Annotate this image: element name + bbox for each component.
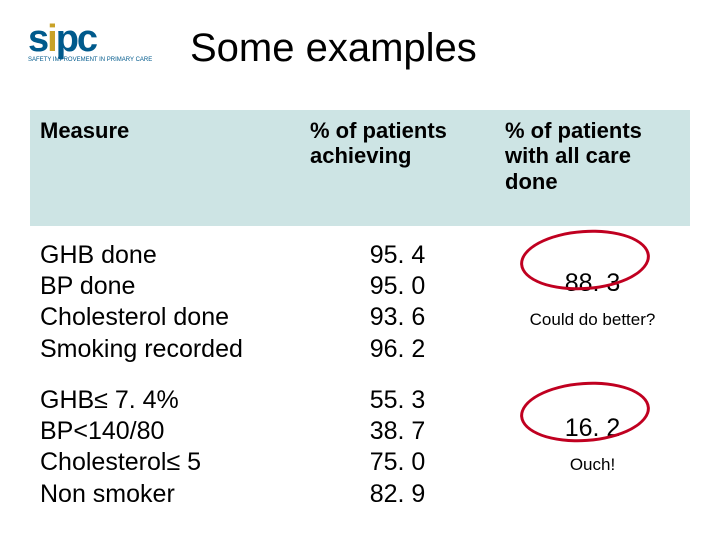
result-caption: Could do better? [505, 309, 680, 330]
header-allcare: % of patients with all care done [495, 110, 690, 226]
measure-label: Cholesterol≤ 5 [40, 447, 290, 478]
values-group1: 95. 4 95. 0 93. 6 96. 2 [300, 226, 495, 371]
result-group1: 88. 3 Could do better? [495, 226, 690, 371]
measure-value: 96. 2 [310, 334, 485, 365]
header-achieving: % of patients achieving [300, 110, 495, 226]
logo-subtitle: SAFETY IMPROVEMENT IN PRIMARY CARE [28, 57, 152, 63]
result-value: 88. 3 [505, 268, 680, 299]
measures-group2: GHB≤ 7. 4% BP<140/80 Cholesterol≤ 5 Non … [30, 371, 300, 516]
table-row: GHB≤ 7. 4% BP<140/80 Cholesterol≤ 5 Non … [30, 371, 690, 516]
measures-group1: GHB done BP done Cholesterol done Smokin… [30, 226, 300, 371]
page-title: Some examples [190, 26, 477, 71]
measure-value: 95. 4 [310, 240, 485, 271]
table-header-row: Measure % of patients achieving % of pat… [30, 110, 690, 226]
measure-value: 55. 3 [310, 385, 485, 416]
header-measure: Measure [30, 110, 300, 226]
measure-value: 95. 0 [310, 271, 485, 302]
result-value: 16. 2 [505, 413, 680, 444]
measure-value: 93. 6 [310, 302, 485, 333]
result-group2: 16. 2 Ouch! [495, 371, 690, 516]
logo: sipc SAFETY IMPROVEMENT IN PRIMARY CARE [28, 18, 152, 63]
logo-pc: pc [56, 18, 96, 60]
measure-label: GHB≤ 7. 4% [40, 385, 290, 416]
measure-label: Smoking recorded [40, 334, 290, 365]
logo-i: i [47, 18, 56, 60]
measure-value: 75. 0 [310, 447, 485, 478]
measure-label: Non smoker [40, 479, 290, 510]
table-row: GHB done BP done Cholesterol done Smokin… [30, 226, 690, 371]
values-group2: 55. 3 38. 7 75. 0 82. 9 [300, 371, 495, 516]
result-caption: Ouch! [505, 454, 680, 475]
measure-value: 82. 9 [310, 479, 485, 510]
measure-label: BP done [40, 271, 290, 302]
measure-label: Cholesterol done [40, 302, 290, 333]
logo-s: s [28, 18, 47, 60]
measure-label: BP<140/80 [40, 416, 290, 447]
data-table: Measure % of patients achieving % of pat… [30, 110, 690, 516]
measure-value: 38. 7 [310, 416, 485, 447]
measure-label: GHB done [40, 240, 290, 271]
